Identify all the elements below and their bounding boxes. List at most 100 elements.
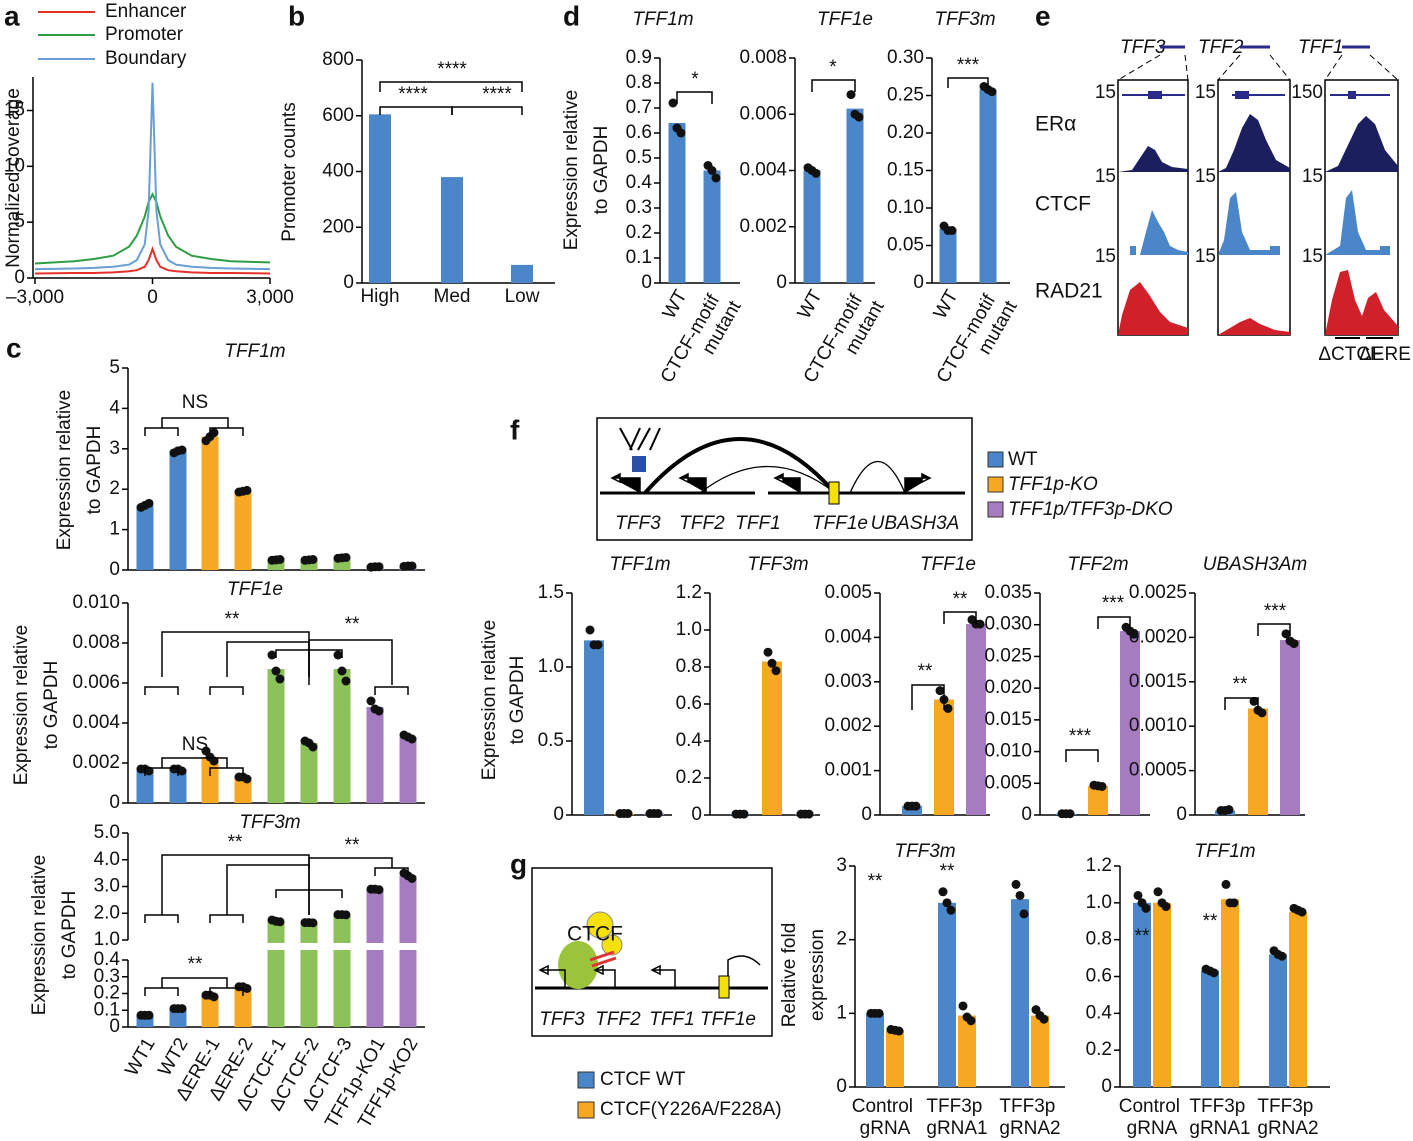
y-tick-label: 0.010 [72,592,120,613]
deletion-label: ΔCTCF [1318,344,1381,365]
x-tick-label: TFF3p gRNA2 [999,1096,1060,1139]
significance-bracket [161,417,229,428]
track-label: RAD21 [1035,280,1103,303]
bar [201,995,219,1027]
x-tick-label: High [360,286,399,307]
y-tick-label: 1.5 [538,582,564,603]
bar [584,640,604,815]
panel-label: c [6,332,22,363]
significance-bracket [209,914,244,923]
data-point [1281,629,1291,639]
data-point [308,554,318,564]
loop-arc [849,461,906,494]
significance-label: **** [398,84,428,105]
data-point [1297,907,1307,917]
y-axis-label: to GAPDH [591,126,612,215]
era-peak [1325,116,1398,172]
y-tick-label: 0.002 [739,216,787,237]
legend-label: TFF1p/TFF3p-DKO [1008,499,1173,520]
significance-bracket [811,79,856,92]
track-scale: 15 [1195,166,1216,187]
y-tick-label: 0.002 [72,752,120,773]
bar [762,661,782,815]
significance-label: *** [1264,601,1287,622]
series-line [34,82,271,271]
y-tick-label: 2.0 [94,902,120,923]
data-point [811,168,821,178]
significance-label: ** [228,832,243,853]
data-point [366,696,376,706]
y-tick-label: 0.3 [626,197,652,218]
era-peak [1118,146,1188,172]
y-tick-label: 5 [14,211,25,232]
y-tick-label: 0.4 [626,172,653,193]
legend-swatch [577,1101,595,1119]
y-tick-label: 1.0 [538,656,564,677]
y-tick-label: 0.0025 [1129,582,1187,603]
data-point [1224,805,1234,815]
data-point [987,87,997,97]
legend-label: WT [1008,449,1038,470]
y-tick-label: 0.4 [1086,1002,1113,1023]
era-peak [1218,114,1290,172]
data-point [374,885,384,895]
deletion-label: ΔERE [1359,344,1411,365]
chart-title: TFF1m [224,341,285,362]
data-point [271,666,281,676]
data-point [585,625,595,635]
significance-bracket [451,106,523,115]
data-point [1257,708,1267,718]
y-tick-label: 0.015 [984,709,1032,730]
significance-bracket [374,686,409,695]
y-tick-label: 0.035 [984,582,1032,603]
data-point [144,498,154,508]
data-point [1141,903,1151,913]
data-point [966,1016,976,1026]
y-tick-label: 0 [691,804,702,825]
significance-bracket [209,427,244,436]
data-point [1249,696,1259,706]
y-tick-label: 1.0 [676,619,702,640]
y-tick-label: 15 [4,100,25,121]
y-tick-label: 0.4 [94,949,121,970]
schematic-box [531,867,773,1037]
significance-bracket [379,81,523,92]
ctcf-protein [601,934,623,956]
data-point [242,983,252,993]
y-tick-label: 0.2 [94,983,120,1004]
bar [300,922,318,1027]
y-tick-label: 0.002 [824,715,872,736]
data-point [407,561,417,571]
bar [803,170,821,283]
y-tick-label: 0.6 [676,693,702,714]
significance-bracket [275,889,343,898]
ctcf-peak [1325,190,1390,255]
legend-label: Promoter [105,24,184,45]
bar [267,559,285,570]
bar [136,505,154,570]
y-tick-label: 1 [836,1002,847,1023]
bar [866,1013,884,1087]
chart-title: UBASH3Am [1203,554,1308,575]
y-tick-label: 3 [109,438,120,459]
data-point [894,1026,904,1036]
enhancer [718,975,730,999]
significance-bracket [1257,623,1291,636]
bar [703,170,721,283]
gene-label: TFF2 [595,1009,641,1030]
data-point [1039,1014,1049,1024]
bar [399,737,417,803]
legend-label: TFF1p-KO [1008,474,1098,495]
bar [300,559,318,570]
significance-bracket [209,767,244,776]
y-tick-label: 0.030 [984,614,1032,635]
rad21-peak [1218,318,1290,335]
data-point [854,112,864,122]
significance-label: * [691,69,699,90]
y-axis-label: Relative fold [779,923,800,1028]
bar [333,914,351,1027]
y-tick-label: 5.0 [94,822,120,843]
track-scale: 15 [1195,246,1216,267]
y-tick-label: 0 [343,272,354,293]
